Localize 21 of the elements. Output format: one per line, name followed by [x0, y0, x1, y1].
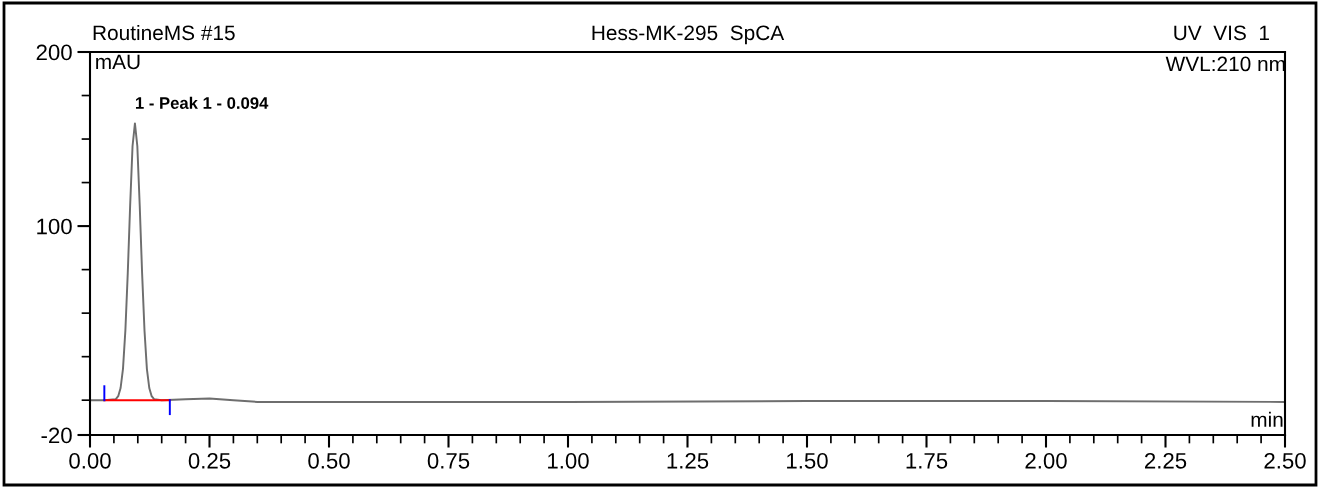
x-tick-label: 2.00 [1025, 452, 1067, 469]
text: RoutineMS #15 [93, 24, 235, 41]
y-tick-label: 200 [36, 44, 72, 61]
annotation: 1 - Peak 1 - 0.094 [135, 96, 269, 109]
x-tick-label: 1.50 [787, 452, 828, 469]
x-tick-label: 0.50 [308, 452, 350, 469]
text: UV VIS 1 [1174, 25, 1269, 41]
y-tick-label: 100 [37, 218, 72, 235]
x-tick-label: 0.25 [188, 452, 231, 469]
x-tick-label: 2.25 [1144, 452, 1187, 469]
x-axis-title: min [1251, 411, 1283, 427]
x-tick-label: 2.50 [1264, 452, 1306, 469]
line-series [90, 122, 1285, 403]
x-tick-label: 0.75 [427, 452, 470, 469]
x-tick-label: 1.00 [548, 452, 589, 469]
y-tick-label: -20 [41, 427, 72, 444]
x-tick-label: 0.00 [69, 452, 111, 469]
x-tick-label: 1.75 [906, 453, 948, 469]
y-axis-title: mAU [96, 54, 140, 70]
chart-title: Hess-MK-295 SpCA [592, 25, 785, 45]
x-tick-label: 1.25 [667, 452, 709, 469]
